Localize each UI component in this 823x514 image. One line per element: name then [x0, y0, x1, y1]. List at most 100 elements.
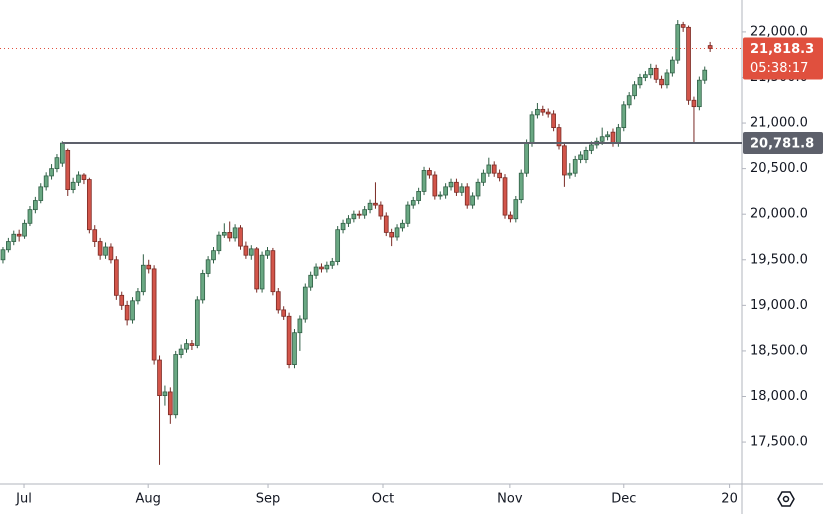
candle-body [464, 186, 470, 206]
candle-body [0, 249, 6, 261]
candle-body [599, 136, 605, 142]
candle-body [383, 215, 389, 233]
candle-body [113, 259, 119, 296]
candle-body [707, 45, 713, 49]
candle-body [205, 259, 211, 274]
candle-body [130, 300, 135, 321]
candle-body [443, 186, 448, 196]
candle-body [605, 134, 610, 138]
y-tick-label: 19,500.0 [750, 252, 808, 267]
level-label: 20,781.8 [750, 136, 814, 151]
x-tick-label: Nov [497, 492, 523, 507]
last-price-box [743, 37, 823, 80]
candle-body [297, 318, 303, 334]
candle-body [551, 113, 556, 129]
last-price-label: 21,818.3 [750, 42, 814, 57]
candle-body [281, 309, 287, 317]
x-axis-labels: Jul Aug Sep Oct Nov Dec 20 [15, 484, 738, 507]
candle-body [702, 69, 708, 81]
candle-body [373, 202, 378, 206]
candle-body [648, 67, 654, 76]
settings-hexagon [777, 491, 795, 507]
candle-body [508, 214, 513, 220]
candle-body [76, 174, 81, 183]
candle-body [97, 241, 103, 256]
candle-body [119, 294, 125, 306]
candle-body [54, 157, 60, 170]
candle-body [562, 145, 567, 176]
candle-body [232, 227, 238, 239]
x-tick-label: 20 [721, 492, 738, 507]
candle-body [346, 218, 351, 224]
candle-body [70, 181, 76, 190]
candle-body [308, 274, 314, 288]
candle-body [227, 232, 233, 239]
candle-body [313, 266, 319, 276]
x-tick-label: Sep [256, 492, 281, 507]
y-tick-label: 21,000.0 [750, 116, 808, 131]
candle-body [680, 24, 686, 28]
y-tick-label: 17,500.0 [750, 435, 808, 450]
candle-body [340, 222, 346, 231]
candle-body [637, 77, 643, 86]
candle-body [146, 264, 152, 270]
candle-body [540, 108, 546, 113]
candle-body [556, 127, 562, 147]
candle-body [481, 172, 486, 183]
candle-body [167, 391, 173, 416]
candle-body [502, 177, 508, 216]
x-tick-label: Aug [135, 492, 160, 507]
candle-body [578, 154, 583, 160]
candle-body [140, 264, 146, 293]
candle-body [362, 209, 368, 216]
y-tick-label: 18,000.0 [750, 389, 808, 404]
candle-body [324, 264, 330, 270]
candle-body [162, 391, 168, 396]
candle-body [254, 248, 260, 290]
candle-body [356, 213, 362, 216]
candle-body [38, 186, 44, 201]
candle-body [259, 254, 265, 290]
candle-body [238, 227, 243, 247]
candle-body [518, 172, 524, 201]
candle-body [437, 194, 443, 197]
candle-body [211, 250, 216, 261]
candle-body [329, 261, 335, 266]
candle-body [286, 315, 292, 365]
candle-body [92, 229, 98, 242]
candle-body [405, 204, 411, 224]
settings-icon[interactable] [777, 491, 795, 507]
candle-body [265, 250, 270, 256]
candle-body [151, 268, 157, 361]
candle-body [448, 181, 454, 188]
candle-body [616, 127, 621, 144]
candle-body [173, 354, 179, 416]
candle-body [567, 172, 573, 176]
candle-body [184, 343, 189, 350]
candle-body [33, 200, 38, 211]
level-label-box [743, 131, 823, 154]
candle-body [535, 108, 540, 116]
candle-body [572, 159, 578, 174]
x-tick-label: Dec [611, 492, 636, 507]
candle-body [135, 291, 141, 302]
y-tick-label: 20,000.0 [750, 207, 808, 222]
candle-body [6, 241, 11, 251]
candle-body [659, 78, 664, 86]
settings-dot [782, 495, 790, 503]
candle-body [486, 164, 492, 174]
candle-body [124, 304, 130, 321]
candle-body [432, 174, 438, 197]
candle-body [470, 195, 475, 206]
y-tick-label: 20,500.0 [750, 161, 808, 176]
candle-body [400, 222, 405, 229]
candle-body [81, 174, 87, 180]
candle-body [22, 222, 27, 237]
candle-body [589, 144, 594, 151]
candle-body [416, 191, 421, 201]
x-tick-label: Oct [372, 492, 394, 507]
candle-body [697, 79, 702, 108]
candle-body [319, 266, 324, 270]
